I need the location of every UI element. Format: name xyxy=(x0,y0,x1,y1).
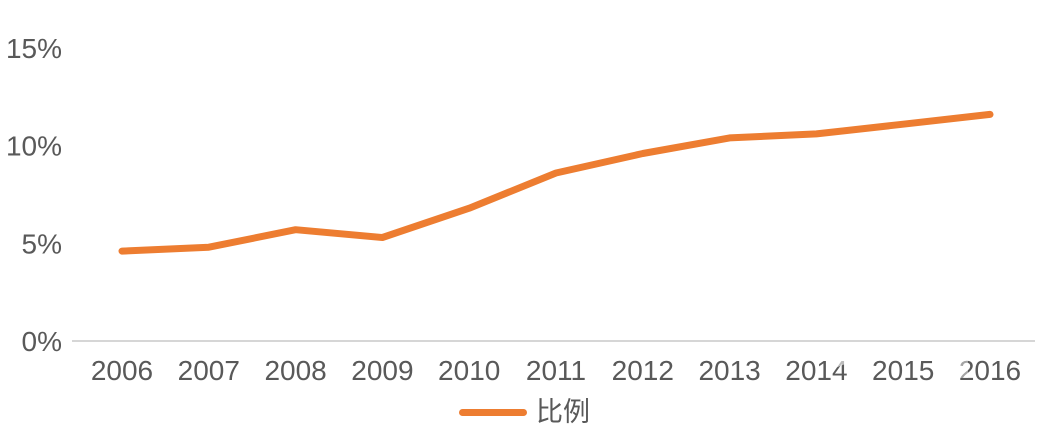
x-axis-tick-label: 2009 xyxy=(351,355,413,386)
y-axis-tick-label: 15% xyxy=(6,33,62,64)
legend-line-swatch xyxy=(459,408,527,416)
y-axis-tick-label: 5% xyxy=(22,228,62,259)
x-axis-tick-label: 2013 xyxy=(698,355,760,386)
x-axis-tick-label: 2010 xyxy=(438,355,500,386)
x-axis-tick-label: 2007 xyxy=(178,355,240,386)
y-axis-tick-label: 10% xyxy=(6,131,62,162)
y-axis-tick-label: 0% xyxy=(22,326,62,357)
x-axis-tick-label: 2015 xyxy=(872,355,934,386)
x-axis-tick-label: 2008 xyxy=(264,355,326,386)
x-axis-tick-label: 2014 xyxy=(785,355,847,386)
legend-label: 比例 xyxy=(536,396,590,427)
x-axis-tick-label: 2016 xyxy=(959,355,1021,386)
x-axis-tick-label: 2011 xyxy=(526,355,586,386)
series-line-比例 xyxy=(118,110,994,255)
x-axis-tick-label: 2006 xyxy=(91,355,153,386)
x-axis-tick-label: 2012 xyxy=(612,355,674,386)
legend: 比例 xyxy=(0,394,1049,430)
